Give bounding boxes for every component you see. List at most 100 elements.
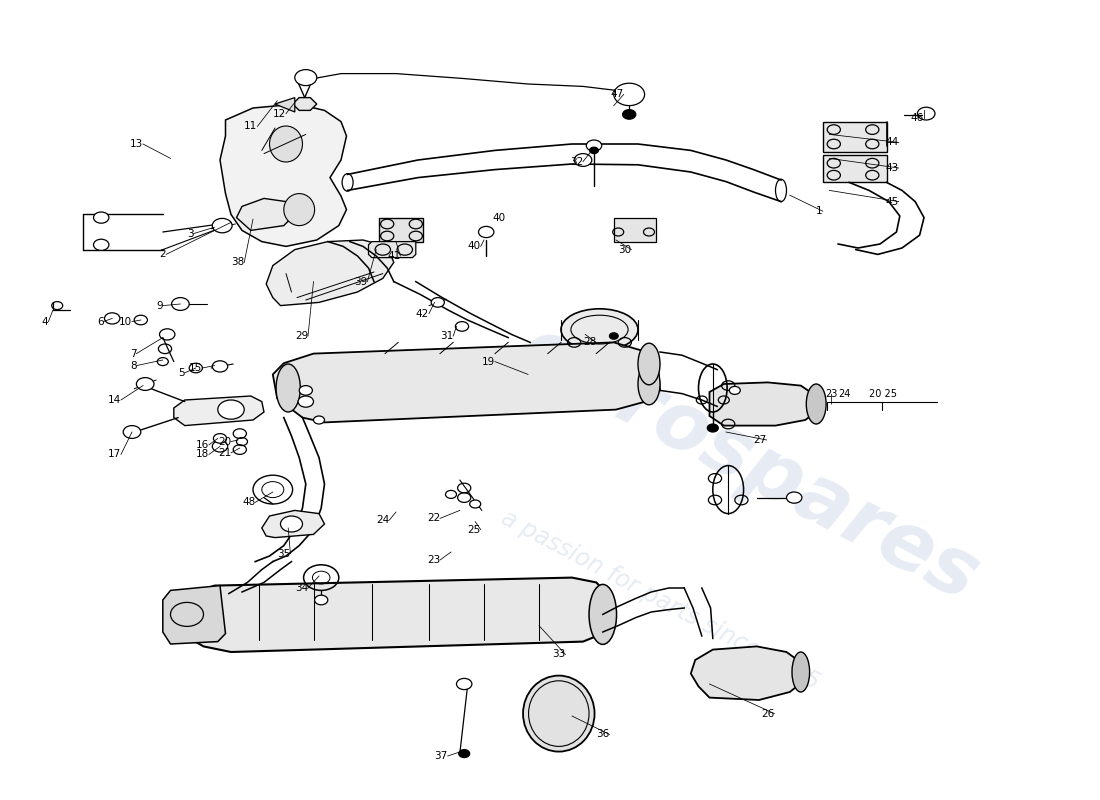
Ellipse shape xyxy=(284,194,315,226)
Text: 27: 27 xyxy=(754,435,767,445)
Ellipse shape xyxy=(561,309,638,350)
Text: 10: 10 xyxy=(119,317,132,326)
Text: 31: 31 xyxy=(440,331,453,341)
Text: 32: 32 xyxy=(570,157,583,166)
Circle shape xyxy=(729,386,740,394)
Circle shape xyxy=(455,322,469,331)
Circle shape xyxy=(218,400,244,419)
Circle shape xyxy=(94,212,109,223)
Text: 23: 23 xyxy=(427,555,440,565)
Text: 40: 40 xyxy=(493,213,506,222)
FancyBboxPatch shape xyxy=(379,218,424,242)
Polygon shape xyxy=(236,198,295,230)
Circle shape xyxy=(315,595,328,605)
Text: 40: 40 xyxy=(468,242,481,251)
Circle shape xyxy=(212,361,228,372)
Text: 45: 45 xyxy=(886,197,899,206)
Text: 39: 39 xyxy=(354,277,367,286)
Circle shape xyxy=(586,140,602,151)
Circle shape xyxy=(614,83,645,106)
Ellipse shape xyxy=(270,126,302,162)
Circle shape xyxy=(314,416,324,424)
Circle shape xyxy=(574,154,592,166)
Text: 20 25: 20 25 xyxy=(869,389,896,399)
Text: 15: 15 xyxy=(189,363,202,373)
Polygon shape xyxy=(266,240,394,306)
Ellipse shape xyxy=(638,363,660,405)
Circle shape xyxy=(609,333,618,339)
Text: 29: 29 xyxy=(295,331,308,341)
Ellipse shape xyxy=(524,675,594,752)
Circle shape xyxy=(623,110,636,119)
Circle shape xyxy=(94,239,109,250)
Text: 34: 34 xyxy=(295,583,308,593)
Text: 13: 13 xyxy=(130,139,143,149)
Text: 42: 42 xyxy=(416,309,429,318)
Text: 24: 24 xyxy=(838,389,850,399)
FancyBboxPatch shape xyxy=(823,155,887,182)
Text: 1: 1 xyxy=(816,206,823,216)
Text: 14: 14 xyxy=(108,395,121,405)
Text: 23: 23 xyxy=(825,389,837,399)
Text: 8: 8 xyxy=(130,361,136,370)
Text: 37: 37 xyxy=(434,751,448,761)
Text: 11: 11 xyxy=(244,122,257,131)
Circle shape xyxy=(299,386,312,395)
Text: 24: 24 xyxy=(376,515,389,525)
Text: 19: 19 xyxy=(482,357,495,366)
Circle shape xyxy=(456,678,472,690)
Polygon shape xyxy=(293,98,317,110)
Ellipse shape xyxy=(590,584,617,645)
Text: 28: 28 xyxy=(583,338,596,347)
Text: 20: 20 xyxy=(218,437,231,446)
Text: 3: 3 xyxy=(187,229,194,238)
Text: |: | xyxy=(829,394,833,404)
Text: 18: 18 xyxy=(196,450,209,459)
Circle shape xyxy=(707,424,718,432)
Polygon shape xyxy=(710,382,820,426)
Ellipse shape xyxy=(792,652,810,692)
Text: 7: 7 xyxy=(130,349,136,358)
Text: 4: 4 xyxy=(42,317,48,326)
Text: 35: 35 xyxy=(277,549,290,558)
Polygon shape xyxy=(368,242,416,258)
Text: 5: 5 xyxy=(178,368,185,378)
Text: 17: 17 xyxy=(108,450,121,459)
Text: 9: 9 xyxy=(156,301,163,310)
Text: a passion for parts since 1985: a passion for parts since 1985 xyxy=(497,506,823,694)
Circle shape xyxy=(478,226,494,238)
Polygon shape xyxy=(691,646,803,700)
Circle shape xyxy=(786,492,802,503)
Text: 16: 16 xyxy=(196,440,209,450)
Circle shape xyxy=(280,516,302,532)
Text: 47: 47 xyxy=(610,90,624,99)
Ellipse shape xyxy=(638,343,660,385)
Polygon shape xyxy=(275,98,295,112)
Circle shape xyxy=(431,298,444,307)
Text: 38: 38 xyxy=(231,258,244,267)
Text: 26: 26 xyxy=(761,709,774,718)
Polygon shape xyxy=(220,104,346,246)
Circle shape xyxy=(295,70,317,86)
Polygon shape xyxy=(174,396,264,426)
Circle shape xyxy=(123,426,141,438)
Text: 30: 30 xyxy=(618,245,631,254)
Polygon shape xyxy=(273,342,660,422)
Circle shape xyxy=(212,218,232,233)
FancyBboxPatch shape xyxy=(614,218,656,242)
Text: 22: 22 xyxy=(427,514,440,523)
Text: 46: 46 xyxy=(911,114,924,123)
Ellipse shape xyxy=(276,364,300,412)
Text: 12: 12 xyxy=(273,109,286,118)
Circle shape xyxy=(470,500,481,508)
Polygon shape xyxy=(163,586,225,644)
Polygon shape xyxy=(182,578,610,652)
Circle shape xyxy=(213,434,227,443)
Circle shape xyxy=(590,147,598,154)
Text: 6: 6 xyxy=(97,317,103,326)
Circle shape xyxy=(136,378,154,390)
Circle shape xyxy=(298,396,314,407)
Text: 41: 41 xyxy=(387,251,400,261)
Ellipse shape xyxy=(806,384,826,424)
Circle shape xyxy=(157,358,168,366)
